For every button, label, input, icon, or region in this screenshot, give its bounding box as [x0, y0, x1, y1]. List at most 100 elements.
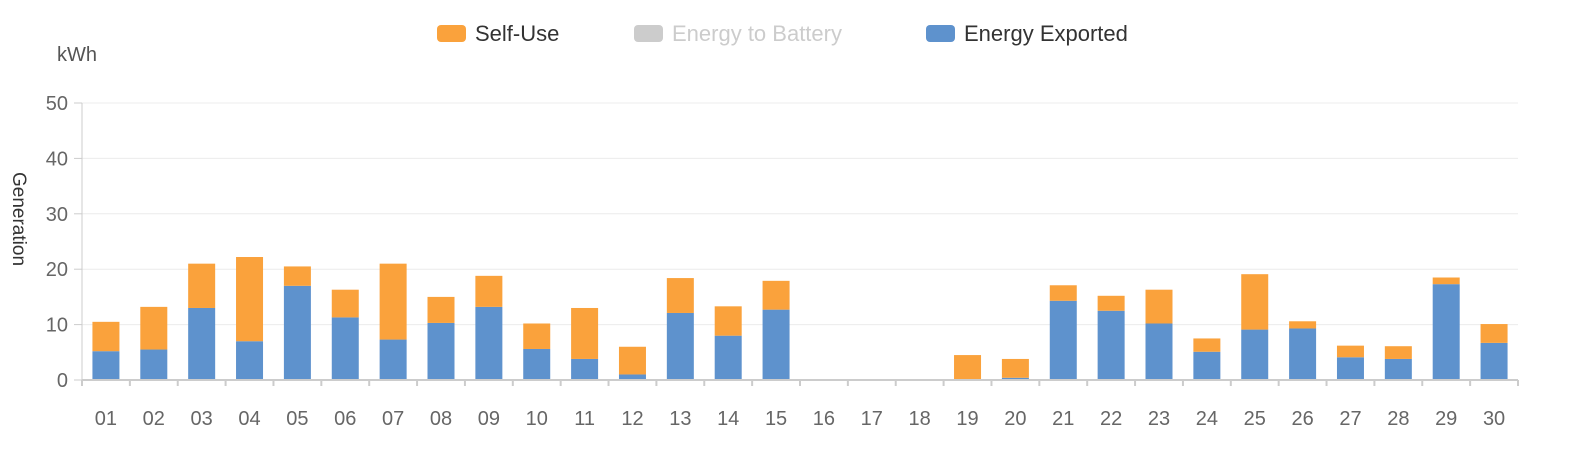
x-tick-label: 18	[909, 408, 931, 430]
bar-self-use-30[interactable]	[1480, 324, 1508, 343]
bar-energy-exported-27[interactable]	[1336, 357, 1364, 380]
bar-energy-exported-07[interactable]	[379, 339, 407, 380]
x-tick-label: 15	[765, 408, 787, 430]
y-tick-label: 20	[46, 259, 68, 281]
legend-swatch	[634, 25, 663, 42]
x-tick-label: 29	[1435, 408, 1457, 430]
bar-self-use-25[interactable]	[1241, 274, 1269, 330]
bar-energy-exported-10[interactable]	[523, 348, 551, 380]
legend-label: Self-Use	[475, 21, 559, 46]
bar-self-use-13[interactable]	[666, 278, 694, 313]
bar-energy-exported-26[interactable]	[1289, 328, 1317, 380]
bar-energy-exported-12[interactable]	[618, 374, 646, 380]
bar-self-use-22[interactable]	[1097, 295, 1125, 311]
x-tick-label: 14	[717, 408, 739, 430]
x-tick-label: 12	[621, 408, 643, 430]
bar-self-use-29[interactable]	[1432, 277, 1460, 285]
x-tick-label: 06	[334, 408, 356, 430]
x-tick-label: 07	[382, 408, 404, 430]
y-tick-label: 10	[46, 315, 68, 337]
bar-self-use-11[interactable]	[571, 307, 599, 359]
legend: Self-Use Energy to Battery Energy Exported	[437, 21, 1128, 46]
x-tick-label: 30	[1483, 408, 1505, 430]
x-tick-label: 13	[669, 408, 691, 430]
bar-energy-exported-21[interactable]	[1049, 300, 1077, 380]
bar-self-use-23[interactable]	[1145, 289, 1173, 324]
x-tick-label: 16	[813, 408, 835, 430]
legend-label: Energy Exported	[964, 21, 1128, 46]
bar-energy-exported-29[interactable]	[1432, 284, 1460, 380]
x-tick-label: 09	[478, 408, 500, 430]
bar-self-use-19[interactable]	[954, 355, 982, 380]
legend-item-self-use[interactable]: Self-Use	[437, 21, 559, 46]
x-axis: 01 02 03 04 05 06 07 08 09 10 11 12 13 14 15 16 17 18 19 20…	[81, 379, 1519, 430]
x-tick-label: 28	[1387, 408, 1409, 430]
bar-energy-exported-14[interactable]	[714, 335, 742, 380]
legend-swatch	[437, 25, 466, 42]
x-tick-label: 22	[1100, 408, 1122, 430]
y-axis-unit-label: kWh	[57, 44, 97, 66]
x-tick-label: 20	[1004, 408, 1026, 430]
bar-energy-exported-25[interactable]	[1241, 329, 1269, 380]
bar-energy-exported-06[interactable]	[331, 317, 359, 380]
x-tick-label: 04	[238, 408, 260, 430]
y-tick-label: 0	[57, 370, 68, 392]
bar-energy-exported-09[interactable]	[475, 306, 503, 380]
bar-energy-exported-20[interactable]	[1001, 377, 1029, 380]
bar-self-use-20[interactable]	[1001, 358, 1029, 378]
bar-self-use-06[interactable]	[331, 289, 359, 318]
y-tick-label: 40	[46, 148, 68, 170]
y-axis-title: Generation	[8, 172, 29, 266]
bar-self-use-21[interactable]	[1049, 285, 1077, 301]
bar-energy-exported-13[interactable]	[666, 312, 694, 380]
bar-energy-exported-08[interactable]	[427, 322, 455, 380]
legend-item-energy-exported[interactable]: Energy Exported	[926, 21, 1128, 46]
bar-self-use-02[interactable]	[140, 306, 168, 350]
bar-self-use-15[interactable]	[762, 280, 790, 310]
bar-self-use-10[interactable]	[523, 323, 551, 349]
bar-self-use-05[interactable]	[283, 266, 311, 286]
bar-self-use-28[interactable]	[1384, 346, 1412, 359]
gridlines	[82, 102, 1518, 326]
x-tick-label: 11	[574, 408, 595, 430]
y-tick-label: 30	[46, 204, 68, 226]
x-tick-label: 24	[1196, 408, 1218, 430]
x-tick-label: 21	[1052, 408, 1074, 430]
bar-energy-exported-11[interactable]	[571, 358, 599, 380]
x-tick-label: 03	[191, 408, 213, 430]
bar-self-use-12[interactable]	[618, 346, 646, 375]
x-tick-label: 10	[526, 408, 548, 430]
bar-self-use-26[interactable]	[1289, 321, 1317, 329]
bar-energy-exported-28[interactable]	[1384, 358, 1412, 380]
bars	[92, 257, 1508, 380]
x-tick-label: 17	[861, 408, 883, 430]
x-tick-label: 05	[286, 408, 308, 430]
bar-energy-exported-02[interactable]	[140, 349, 168, 380]
bar-self-use-09[interactable]	[475, 275, 503, 307]
bar-self-use-04[interactable]	[236, 257, 264, 342]
legend-label: Energy to Battery	[672, 21, 842, 46]
y-axis-ticks: 0 10 20 30 40 50	[46, 93, 83, 392]
bar-energy-exported-04[interactable]	[236, 341, 264, 380]
bar-self-use-14[interactable]	[714, 306, 742, 336]
x-tick-label: 19	[956, 408, 978, 430]
bar-energy-exported-24[interactable]	[1193, 351, 1221, 380]
bar-energy-exported-03[interactable]	[188, 307, 216, 380]
bar-energy-exported-01[interactable]	[92, 351, 120, 380]
x-tick-label: 02	[143, 408, 165, 430]
legend-item-energy-to-battery[interactable]: Energy to Battery	[634, 21, 842, 46]
bar-energy-exported-23[interactable]	[1145, 323, 1173, 380]
bar-self-use-01[interactable]	[92, 321, 120, 352]
x-tick-label: 01	[95, 408, 117, 430]
bar-energy-exported-15[interactable]	[762, 309, 790, 380]
bar-self-use-24[interactable]	[1193, 338, 1221, 352]
bar-self-use-07[interactable]	[379, 263, 407, 340]
bar-self-use-27[interactable]	[1336, 345, 1364, 358]
bar-energy-exported-05[interactable]	[283, 285, 311, 380]
bar-self-use-08[interactable]	[427, 296, 455, 323]
bar-energy-exported-30[interactable]	[1480, 342, 1508, 380]
x-tick-label: 27	[1339, 408, 1361, 430]
x-tick-label: 08	[430, 408, 452, 430]
bar-energy-exported-22[interactable]	[1097, 310, 1125, 380]
bar-self-use-03[interactable]	[188, 263, 216, 308]
